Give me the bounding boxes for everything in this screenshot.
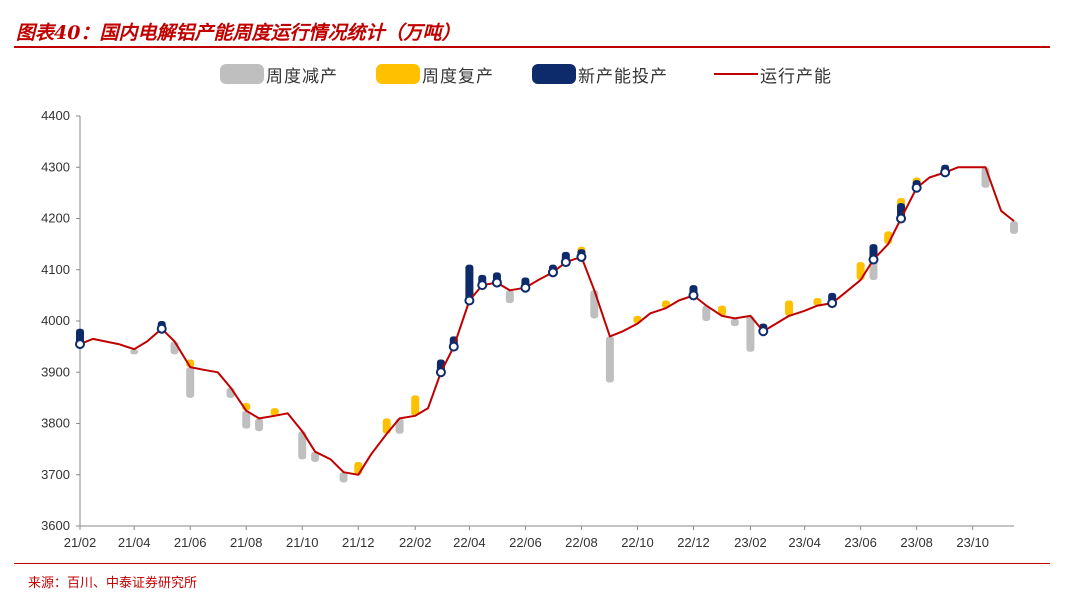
- x-tick-label: 22/02: [399, 535, 432, 550]
- legend-label-reduction: 周度减产: [266, 66, 338, 87]
- legend-item-reduction: 周度减产: [220, 60, 338, 88]
- reduction-bar: [130, 349, 139, 355]
- new-capacity-marker: [911, 182, 922, 193]
- new-capacity-marker: [75, 339, 85, 350]
- x-tick-label: 22/10: [621, 535, 654, 550]
- new-capacity-marker: [576, 251, 587, 262]
- new-capacity-marker: [547, 267, 558, 278]
- y-tick-label: 4300: [41, 159, 70, 174]
- resumption-bar: [717, 305, 726, 316]
- new-capacity-marker: [477, 280, 488, 291]
- legend-label-operating: 运行产能: [760, 66, 832, 87]
- new-capacity-marker: [688, 290, 699, 301]
- x-tick-label: 21/06: [174, 535, 207, 550]
- reduction-bar: [1010, 221, 1018, 234]
- new-capacity-marker: [464, 295, 475, 306]
- source-bar: 来源：百川、中泰证券研究所: [14, 563, 1050, 596]
- new-capacity-marker: [435, 367, 446, 378]
- resumption-bar: [813, 297, 822, 306]
- new-capacity-marker: [896, 213, 907, 224]
- reduction-bar: [339, 472, 348, 483]
- x-tick-label: 23/08: [900, 535, 933, 550]
- legend-item-operating: 运行产能: [714, 60, 832, 88]
- x-tick-label: 22/08: [565, 535, 598, 550]
- x-tick-label: 22/06: [509, 535, 542, 550]
- reduction-bar: [605, 336, 614, 383]
- x-tick-label: 23/02: [734, 535, 767, 550]
- reduction-bar: [242, 410, 251, 429]
- resumption-bar: [354, 461, 363, 475]
- x-tick-label: 22/04: [453, 535, 486, 550]
- resumption-bar: [784, 300, 793, 316]
- x-tick-label: 23/06: [844, 535, 877, 550]
- reduction-bar: [746, 315, 755, 352]
- reduction-bar: [505, 290, 514, 304]
- reduction-bar: [590, 290, 599, 319]
- y-tick-label: 4100: [41, 262, 70, 277]
- legend-label-new-capacity: 新产能投产: [578, 66, 668, 87]
- x-tick-label: 22/12: [677, 535, 710, 550]
- source-note: 来源：百川、中泰证券研究所: [28, 576, 198, 591]
- operating-capacity-line: [79, 166, 1015, 476]
- new-capacity-marker: [448, 341, 459, 352]
- x-tick-label: 23/10: [956, 535, 989, 550]
- chart-title: 图表40：国内电解铝产能周度运行情况统计（万吨）: [16, 22, 461, 44]
- x-tick-label: 21/10: [286, 535, 319, 550]
- reduction-bar: [255, 418, 264, 432]
- resumption-bar: [270, 408, 279, 416]
- reduction-bar: [311, 451, 320, 462]
- new-capacity-marker: [491, 277, 502, 288]
- x-tick-label: 21/02: [64, 535, 97, 550]
- x-tick-label: 21/04: [118, 535, 151, 550]
- new-capacity-marker: [520, 282, 531, 293]
- y-tick-label: 4000: [41, 313, 70, 328]
- new-capacity-bar: [465, 264, 474, 301]
- resumption-bar: [411, 395, 420, 416]
- x-tick-label: 23/04: [788, 535, 821, 550]
- x-tick-label: 21/08: [230, 535, 263, 550]
- new-capacity-marker: [156, 323, 167, 334]
- legend-swatch-reduction: [220, 64, 264, 84]
- legend-swatch-resumption: [376, 64, 420, 84]
- y-tick-label: 3700: [41, 467, 70, 482]
- legend-line-operating: [714, 73, 758, 75]
- y-tick-label: 3800: [41, 416, 70, 431]
- x-tick-label: 21/12: [342, 535, 375, 550]
- y-tick-label: 3900: [41, 364, 70, 379]
- new-capacity-marker: [758, 326, 769, 337]
- new-capacity-marker: [940, 167, 951, 178]
- legend: 周度减产 周度复产 新产能投产 运行产能: [220, 60, 860, 90]
- reduction-bar: [730, 318, 739, 327]
- legend-item-new-capacity: 新产能投产: [532, 60, 668, 88]
- new-capacity-marker: [560, 257, 571, 268]
- reduction-bar: [702, 305, 711, 321]
- new-capacity-marker: [827, 298, 838, 309]
- legend-item-resumption: 周度复产: [376, 60, 494, 88]
- new-capacity-marker: [868, 254, 879, 265]
- reduction-bar: [186, 367, 195, 398]
- y-tick-label: 3600: [41, 518, 70, 533]
- legend-label-resumption: 周度复产: [422, 66, 494, 87]
- title-bar: 图表40：国内电解铝产能周度运行情况统计（万吨）: [14, 12, 1050, 48]
- legend-swatch-new-capacity: [532, 64, 576, 84]
- y-tick-label: 4400: [41, 108, 70, 123]
- reduction-bar: [298, 431, 307, 460]
- reduction-bar: [869, 259, 878, 280]
- y-tick-label: 4200: [41, 211, 70, 226]
